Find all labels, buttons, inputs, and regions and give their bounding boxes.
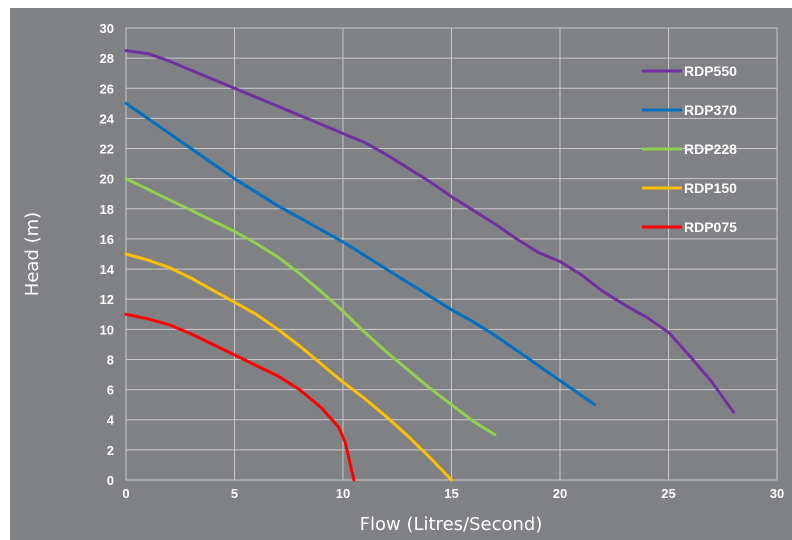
y-tick-label-8: 8 — [107, 352, 114, 367]
x-tick-label-25: 25 — [661, 486, 675, 501]
y-tick-label-2: 2 — [107, 443, 114, 458]
series-line-rdp550 — [124, 49, 736, 414]
y-tick-label-10: 10 — [100, 322, 114, 337]
legend-label-rdp075: RDP075 — [684, 219, 737, 235]
y-tick-label-4: 4 — [107, 413, 115, 428]
y-tick-label-30: 30 — [100, 21, 114, 36]
legend-label-rdp228: RDP228 — [684, 141, 737, 157]
x-axis-title: Flow (Litres/Second) — [360, 514, 543, 535]
series-lines — [124, 49, 736, 482]
y-axis-title: Head (m) — [22, 212, 43, 296]
x-tick-label-5: 5 — [231, 486, 238, 501]
y-tick-label-6: 6 — [107, 383, 114, 398]
x-axis-ticks: 0 5 10 15 20 25 30 — [122, 486, 784, 501]
y-tick-label-14: 14 — [100, 262, 115, 277]
legend: RDP550 RDP370 RDP228 RDP150 RDP075 — [642, 63, 737, 235]
y-tick-label-26: 26 — [100, 81, 114, 96]
y-tick-label-12: 12 — [100, 292, 114, 307]
grid-lines — [125, 27, 778, 481]
y-tick-label-16: 16 — [100, 232, 114, 247]
series-line-rdp228 — [124, 177, 497, 437]
series-line-rdp150 — [124, 252, 453, 482]
legend-label-rdp550: RDP550 — [684, 63, 737, 79]
x-tick-label-15: 15 — [444, 486, 458, 501]
y-tick-label-18: 18 — [100, 202, 114, 217]
x-tick-label-30: 30 — [770, 486, 784, 501]
y-tick-label-24: 24 — [100, 111, 115, 126]
x-tick-label-0: 0 — [122, 486, 129, 501]
x-tick-label-20: 20 — [553, 486, 567, 501]
legend-label-rdp370: RDP370 — [684, 102, 737, 118]
y-tick-label-20: 20 — [100, 172, 114, 187]
x-tick-label-10: 10 — [336, 486, 350, 501]
series-line-rdp075 — [124, 312, 356, 482]
series-line-rdp370 — [124, 101, 597, 407]
chart-area: 0 5 10 15 20 25 30 0 2 4 6 8 10 12 14 16 18 20 22 24 26 28 30… — [10, 8, 792, 540]
legend-label-rdp150: RDP150 — [684, 180, 737, 196]
head-flow-chart: 0 5 10 15 20 25 30 024681012141618202224262830… — [22, 21, 784, 535]
y-tick-label-0: 0 — [107, 473, 114, 488]
y-tick-label-22: 22 — [100, 142, 114, 157]
y-tick-label-28: 28 — [100, 51, 114, 66]
